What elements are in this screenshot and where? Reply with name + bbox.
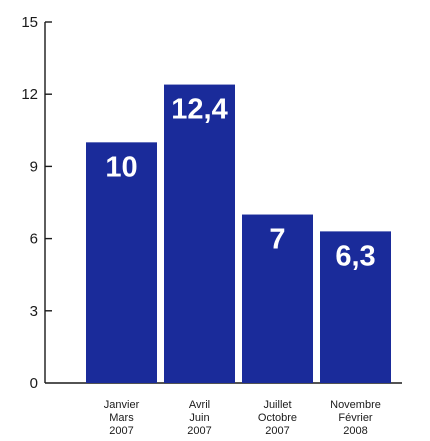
x-tick-labels: JanvierMars2007AvrilJuin2007JuilletOctob… <box>104 399 381 437</box>
y-tick-label: 12 <box>21 86 38 103</box>
x-tick-label: 2007 <box>265 425 289 437</box>
x-tick-label: Juillet <box>263 399 291 411</box>
x-tick-label: Janvier <box>104 399 140 411</box>
x-tick-label: 2008 <box>343 425 367 437</box>
y-axis: 0 3 6 9 12 15 <box>21 14 52 392</box>
data-labels: 10 12,4 7 6,3 <box>105 94 375 273</box>
bar <box>320 231 391 383</box>
x-tick-label: Avril <box>189 399 210 411</box>
bar-value-label: 7 <box>269 224 285 256</box>
bar <box>86 142 157 383</box>
x-tick-label: Novembre <box>330 399 381 411</box>
x-tick-label: Juin <box>189 412 209 424</box>
bar-value-label: 6,3 <box>335 240 375 272</box>
bar <box>164 84 235 383</box>
x-tick-label: Octobre <box>258 412 297 424</box>
bar <box>242 214 313 383</box>
bar-value-label: 12,4 <box>171 94 227 126</box>
y-tick-label: 9 <box>30 158 38 175</box>
y-tick-label: 0 <box>30 375 38 392</box>
y-tick-label: 15 <box>21 14 38 31</box>
bars <box>86 84 391 383</box>
x-tick-label: 2007 <box>109 425 133 437</box>
y-tick-label: 3 <box>30 303 38 320</box>
x-tick-label: 2007 <box>187 425 211 437</box>
bar-value-label: 10 <box>105 151 137 183</box>
x-tick-label: Février <box>338 412 373 424</box>
x-tick-label: Mars <box>109 412 134 424</box>
y-tick-label: 6 <box>30 231 38 248</box>
